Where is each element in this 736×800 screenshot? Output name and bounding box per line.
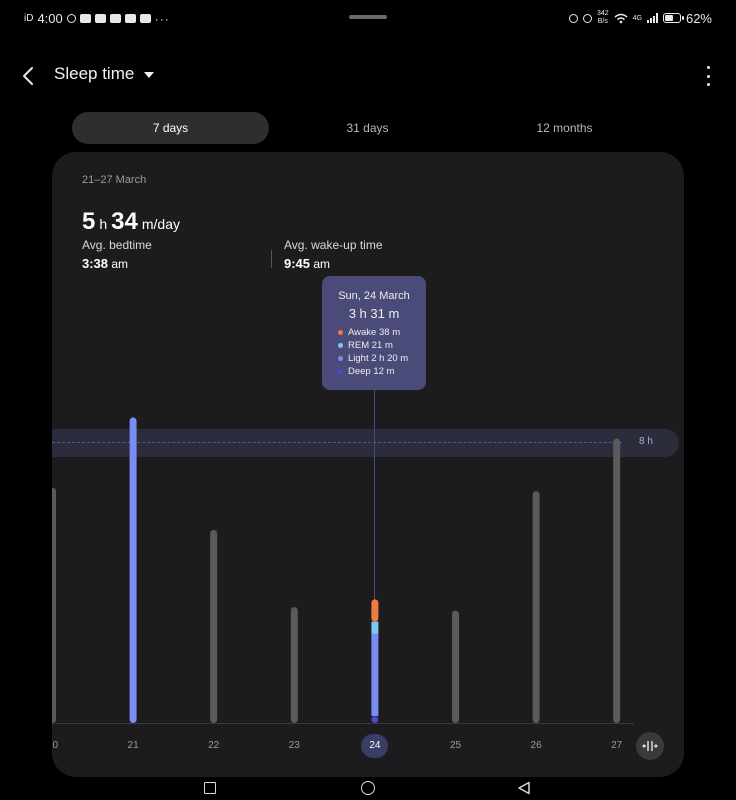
timer-icon xyxy=(66,14,76,23)
day-label-21[interactable]: 21 xyxy=(127,740,139,751)
avg-wake-time: Avg. wake-up time 9:45 am xyxy=(284,238,383,271)
wifi-icon xyxy=(614,13,628,23)
day-label-26[interactable]: 26 xyxy=(530,740,542,751)
bar-segment-deep[interactable] xyxy=(371,715,379,723)
bar-day-23[interactable] xyxy=(290,607,298,723)
video-notification-icon xyxy=(94,14,106,23)
bar-segment-light[interactable] xyxy=(371,633,379,716)
wake-value: 9:45 xyxy=(284,256,311,271)
chevron-left-icon xyxy=(23,67,33,85)
sleep-chart-card: 21–27 March 5 h 34 m/day Avg. bedtime 3:… xyxy=(52,152,684,777)
day-tooltip: Sun, 24 March 3 h 31 m Awake 38 m REM 21… xyxy=(322,276,426,390)
bar-day-21[interactable] xyxy=(129,417,137,723)
avg-bedtime: Avg. bedtime 3:38 am xyxy=(82,238,152,271)
bar-day-25[interactable] xyxy=(452,610,459,723)
bar-day-27[interactable] xyxy=(613,438,621,723)
bar-day-22[interactable] xyxy=(210,529,218,723)
bedtime-label: Avg. bedtime xyxy=(82,238,152,252)
home-button[interactable] xyxy=(361,781,375,795)
tooltip-stage-deep: Deep 12 m xyxy=(338,365,408,378)
drag-handle[interactable] xyxy=(349,15,387,19)
network-type: 4G xyxy=(632,14,642,22)
system-nav-bar xyxy=(0,777,736,800)
bar-day-20[interactable] xyxy=(52,487,56,723)
carrier-label: iD xyxy=(24,13,34,24)
caret-down-icon xyxy=(144,72,155,78)
bar-segment-awake[interactable] xyxy=(371,599,379,622)
battery-percent: 62% xyxy=(685,10,712,26)
net-speed-unit: B/s xyxy=(597,18,608,25)
day-label-20[interactable]: 20 xyxy=(52,740,59,751)
avg-minutes: 34 xyxy=(111,208,138,235)
net-speed: 342 B/s xyxy=(597,10,609,26)
tooltip-stage-light: Light 2 h 20 m xyxy=(338,352,408,365)
status-time: 4:00 xyxy=(37,11,63,26)
battery-icon xyxy=(662,13,684,23)
net-speed-value: 342 xyxy=(596,10,609,17)
goal-label: 8 h xyxy=(639,436,653,447)
more-notifications-icon: ··· xyxy=(154,11,170,26)
hours-unit: h xyxy=(99,216,108,232)
deep-dot-icon xyxy=(338,369,343,374)
tooltip-stage-list: Awake 38 m REM 21 m Light 2 h 20 m Deep … xyxy=(338,326,408,378)
status-bar: iD 4:00 ··· 342 B/s 4G xyxy=(0,0,736,36)
signal-icon xyxy=(646,13,658,23)
bedtime-value: 3:38 xyxy=(82,256,109,271)
minutes-unit: m/day xyxy=(141,216,180,232)
video-notification-icon xyxy=(109,14,121,23)
page-title: Sleep time xyxy=(54,64,135,83)
bar-segment-rem[interactable] xyxy=(371,621,379,634)
bedtime-period: am xyxy=(111,257,129,271)
headphones-icon xyxy=(582,13,592,23)
expand-chart-button[interactable] xyxy=(636,732,664,760)
video-notification-icon xyxy=(139,14,151,23)
avg-hours: 5 xyxy=(82,208,96,235)
wake-period: am xyxy=(313,257,331,271)
stage-label: REM 21 m xyxy=(348,340,393,351)
title-dropdown[interactable]: Sleep time xyxy=(54,64,155,84)
sleep-bar-chart xyxy=(52,417,621,723)
stat-divider xyxy=(271,250,272,268)
goal-band xyxy=(52,429,679,457)
app-notification-icon xyxy=(79,14,91,23)
awake-dot-icon xyxy=(338,330,343,335)
recents-button[interactable] xyxy=(204,782,216,794)
back-button[interactable] xyxy=(14,62,42,90)
nav-back-button[interactable] xyxy=(517,781,531,795)
wake-label: Avg. wake-up time xyxy=(284,238,383,252)
tab-12-months[interactable]: 12 months xyxy=(536,121,593,135)
day-label-25[interactable]: 25 xyxy=(449,740,462,751)
tab-7-days[interactable]: 7 days xyxy=(72,112,269,144)
tooltip-stage-awake: Awake 38 m xyxy=(338,326,408,339)
day-label-24[interactable]: 24 xyxy=(361,734,389,758)
date-range: 21–27 March xyxy=(82,174,147,186)
rem-dot-icon xyxy=(338,343,343,348)
status-left: iD 4:00 ··· xyxy=(24,11,170,26)
day-label-22[interactable]: 22 xyxy=(208,740,220,751)
tooltip-stage-rem: REM 21 m xyxy=(338,339,408,352)
avg-sleep-duration: 5 h 34 m/day xyxy=(82,208,180,236)
day-label-27[interactable]: 27 xyxy=(611,740,623,751)
tooltip-guide-line xyxy=(374,390,375,602)
day-label-23[interactable]: 23 xyxy=(288,740,300,751)
more-options-button[interactable] xyxy=(700,66,716,86)
light-dot-icon xyxy=(338,356,343,361)
expand-horizontal-icon xyxy=(642,741,658,751)
video-notification-icon xyxy=(124,14,136,23)
nfc-icon xyxy=(568,13,578,23)
tooltip-total: 3 h 31 m xyxy=(348,306,400,321)
goal-line xyxy=(52,442,622,443)
status-right: 342 B/s 4G 62% xyxy=(568,10,712,26)
period-tabs: 7 days 31 days 12 months xyxy=(72,112,663,144)
chart-baseline xyxy=(52,723,634,724)
stage-label: Deep 12 m xyxy=(348,366,395,377)
tooltip-date: Sun, 24 March xyxy=(338,290,410,302)
header: Sleep time xyxy=(0,56,736,96)
tab-31-days[interactable]: 31 days xyxy=(346,121,389,135)
bar-day-26[interactable] xyxy=(532,491,540,723)
stage-label: Light 2 h 20 m xyxy=(348,353,409,364)
stage-label: Awake 38 m xyxy=(348,327,401,338)
